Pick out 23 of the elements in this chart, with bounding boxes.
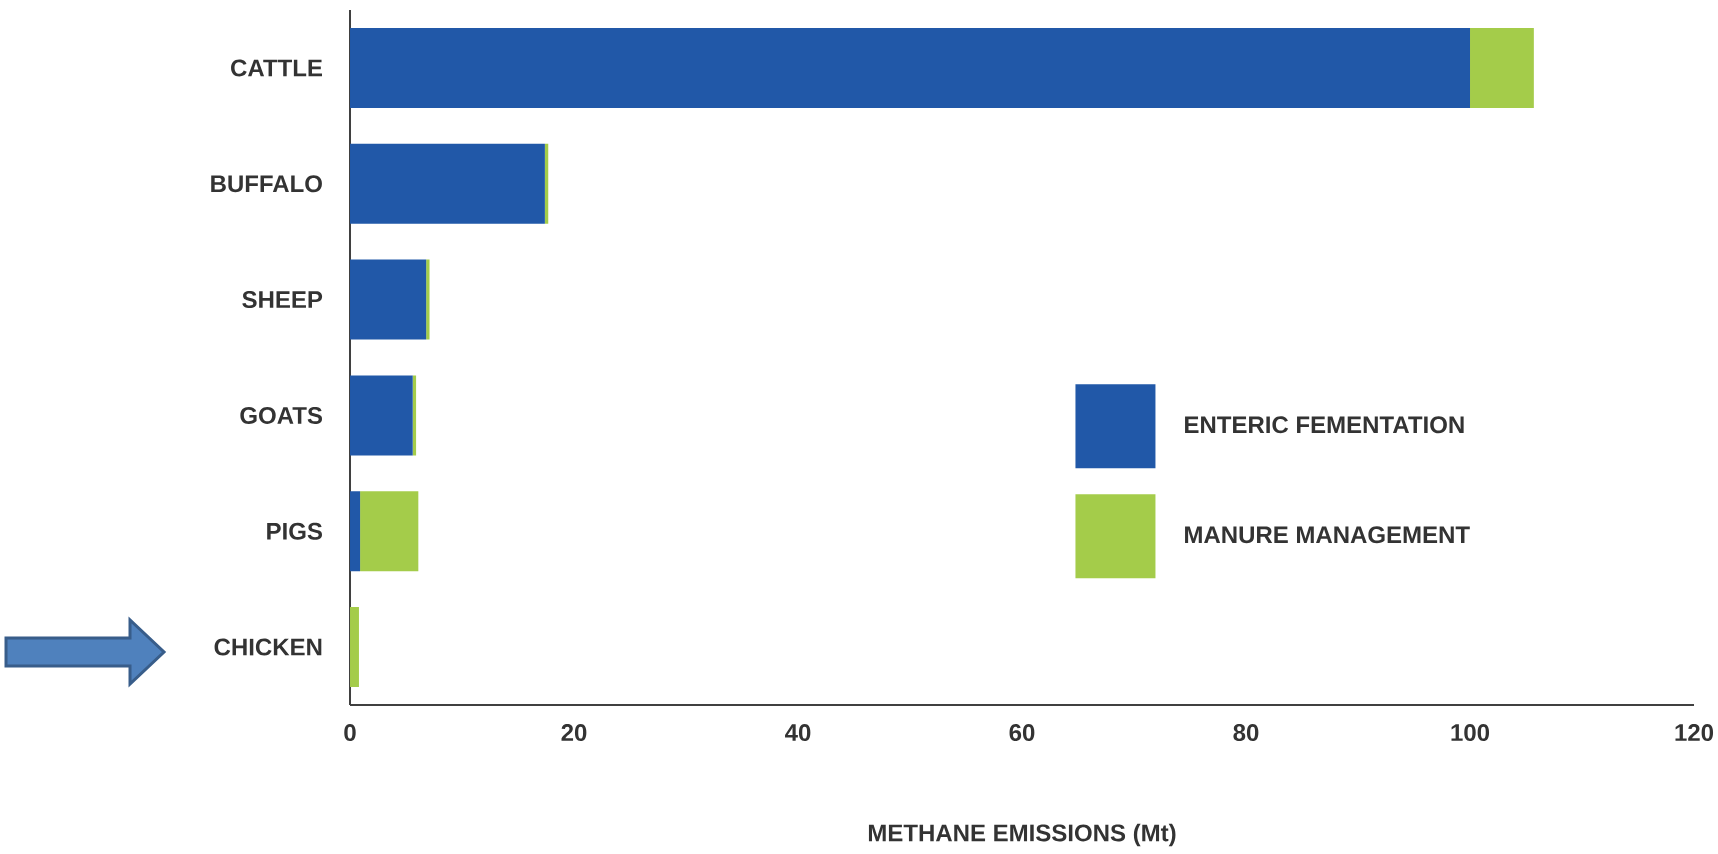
x-tick-label: 120 — [1675, 724, 1714, 742]
y-tick-label: BUFFALO — [211, 175, 322, 193]
x-tick-label: 40 — [785, 724, 811, 742]
bar — [350, 27, 1471, 108]
x-tick-label: 100 — [1451, 724, 1490, 742]
bar — [1470, 27, 1534, 108]
y-tick-label: GOATS — [240, 406, 322, 424]
y-tick-label: CATTLE — [231, 59, 322, 77]
x-axis-title: METHANE EMISSIONS (Mt) — [868, 823, 1176, 847]
bar — [360, 491, 419, 572]
x-tick-label: 20 — [561, 724, 587, 742]
text: ENTERIC FEMENTATION — [1185, 416, 1464, 434]
text: MANURE MANAGEMENT — [1185, 526, 1470, 544]
x-tick-label: 60 — [1009, 724, 1035, 742]
bar — [350, 375, 413, 456]
y-tick-label: SHEEP — [242, 291, 323, 309]
x-tick-label: 0 — [344, 724, 356, 742]
bar — [350, 259, 427, 340]
bar — [350, 143, 545, 224]
y-tick-label: CHICKEN — [214, 638, 322, 656]
bar — [426, 259, 430, 340]
y-tick-label: PIGS — [267, 522, 322, 540]
x-tick-label: 80 — [1233, 724, 1259, 742]
